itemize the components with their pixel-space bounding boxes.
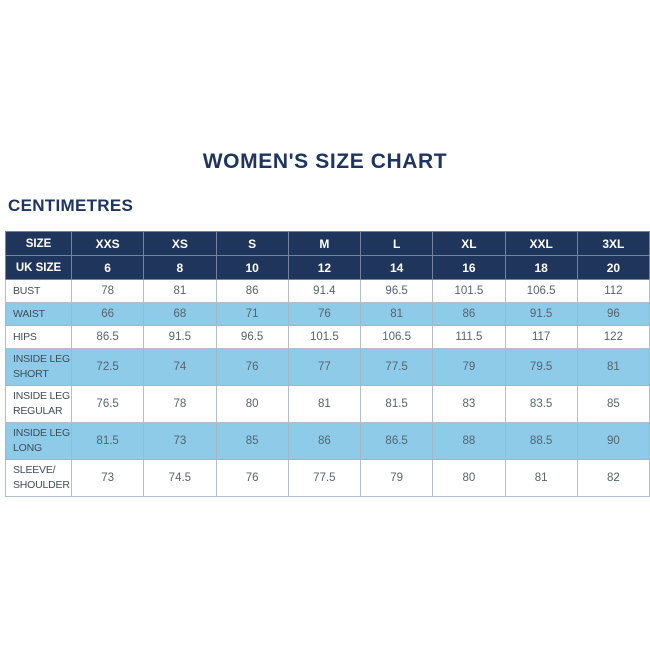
body-row-0-value-cell: 106.5 (504, 279, 578, 303)
body-row-0-value-cell: 78 (70, 279, 145, 303)
header-row-0-value-cell: 3XL (576, 231, 650, 256)
body-row-3-value-cell: 79 (432, 348, 506, 386)
header-row-1-value-cell: 14 (359, 255, 434, 280)
body-row-4-value-cell: 80 (215, 385, 289, 423)
body-row-1-value-cell: 71 (215, 302, 289, 326)
body-row-0-label-cell: BUST (5, 279, 72, 303)
body-row-6-value-cell: 74.5 (143, 459, 217, 497)
header-row-1-value-cell: 20 (576, 255, 650, 280)
size-chart-header: SIZE XXS XS S M L XL XXL 3XL UK SIZE 6 8 10 12 14 16 18 2… (5, 231, 650, 280)
body-row-0-value-cell: 96.5 (359, 279, 434, 303)
body-row-0-value-cell: 91.4 (287, 279, 362, 303)
table-row: INSIDE LEG REGULAR 76.5 78 80 81 81.5 83 83.5 85 (5, 385, 650, 423)
body-row-1-value-cell: 66 (70, 302, 145, 326)
header-row-1-value-cell: 16 (432, 255, 506, 280)
body-row-6-value-cell: 76 (215, 459, 289, 497)
size-chart-body: BUST 78 81 86 91.4 96.5 101.5 106.5 112 WAIST 66 68… (5, 279, 650, 497)
body-row-4-label-cell: INSIDE LEG REGULAR (5, 385, 72, 423)
body-row-4-value-cell: 83 (432, 385, 506, 423)
header-row-1-value-cell: 10 (215, 255, 289, 280)
body-row-1-value-cell: 76 (287, 302, 362, 326)
body-row-2-value-cell: 111.5 (432, 325, 506, 349)
body-row-6-value-cell: 81 (504, 459, 578, 497)
table-row: WAIST 66 68 71 76 81 86 91.5 96 (5, 302, 650, 326)
body-row-6-value-cell: 79 (359, 459, 434, 497)
body-row-6-label-cell: SLEEVE/ SHOULDER (5, 459, 72, 497)
page-title: WOMEN'S SIZE CHART (202, 150, 448, 173)
body-row-3-value-cell: 74 (143, 348, 217, 386)
body-row-2-value-cell: 101.5 (287, 325, 362, 349)
header-row-0-value-cell: M (287, 231, 362, 256)
size-chart-table: SIZE XXS XS S M L XL XXL 3XL UK SIZE 6 8 10 12 14 16 18 2… (5, 231, 650, 497)
body-row-3-value-cell: 77.5 (359, 348, 434, 386)
body-row-1-value-cell: 68 (143, 302, 217, 326)
body-row-5-value-cell: 86 (287, 422, 362, 460)
header-row-0-value-cell: S (215, 231, 289, 256)
body-row-5-value-cell: 88 (432, 422, 506, 460)
body-row-2-value-cell: 96.5 (215, 325, 289, 349)
body-row-2-label-cell: HIPS (5, 325, 72, 349)
body-row-3-value-cell: 72.5 (70, 348, 145, 386)
body-row-2-value-cell: 106.5 (359, 325, 434, 349)
body-row-5-value-cell: 86.5 (359, 422, 434, 460)
header-row-1-label-cell: UK SIZE (5, 255, 72, 280)
body-row-0-value-cell: 86 (215, 279, 289, 303)
body-row-4-value-cell: 78 (143, 385, 217, 423)
uk-size-header-row: UK SIZE 6 8 10 12 14 16 18 20 (5, 255, 650, 280)
size-header-row: SIZE XXS XS S M L XL XXL 3XL (5, 231, 650, 256)
body-row-2-value-cell: 91.5 (143, 325, 217, 349)
body-row-3-value-cell: 77 (287, 348, 362, 386)
body-row-6-value-cell: 80 (432, 459, 506, 497)
body-row-3-value-cell: 79.5 (504, 348, 578, 386)
body-row-1-value-cell: 91.5 (504, 302, 578, 326)
body-row-4-value-cell: 85 (576, 385, 650, 423)
body-row-4-value-cell: 83.5 (504, 385, 578, 423)
body-row-6-value-cell: 73 (70, 459, 145, 497)
units-label: CENTIMETRES (8, 196, 134, 215)
header-row-1-value-cell: 12 (287, 255, 362, 280)
body-row-5-value-cell: 90 (576, 422, 650, 460)
header-row-0-value-cell: XXL (504, 231, 578, 256)
body-row-0-value-cell: 112 (576, 279, 650, 303)
body-row-0-value-cell: 81 (143, 279, 217, 303)
body-row-6-value-cell: 82 (576, 459, 650, 497)
body-row-5-value-cell: 85 (215, 422, 289, 460)
header-row-0-value-cell: L (359, 231, 434, 256)
body-row-5-value-cell: 88.5 (504, 422, 578, 460)
body-row-5-value-cell: 73 (143, 422, 217, 460)
table-row: INSIDE LEG SHORT 72.5 74 76 77 77.5 79 79.5 81 (5, 348, 650, 386)
body-row-3-value-cell: 81 (576, 348, 650, 386)
header-row-1-value-cell: 8 (143, 255, 217, 280)
body-row-4-value-cell: 81.5 (359, 385, 434, 423)
header-row-0-value-cell: XXS (70, 231, 145, 256)
table-row: HIPS 86.5 91.5 96.5 101.5 106.5 111.5 117 122 (5, 325, 650, 349)
body-row-4-value-cell: 81 (287, 385, 362, 423)
body-row-1-label-cell: WAIST (5, 302, 72, 326)
header-row-0-value-cell: XS (143, 231, 217, 256)
header-row-0-label-cell: SIZE (5, 231, 72, 256)
header-row-1-value-cell: 6 (70, 255, 145, 280)
body-row-3-value-cell: 76 (215, 348, 289, 386)
header-row-0-value-cell: XL (432, 231, 506, 256)
body-row-1-value-cell: 86 (432, 302, 506, 326)
body-row-1-value-cell: 96 (576, 302, 650, 326)
body-row-4-value-cell: 76.5 (70, 385, 145, 423)
body-row-1-value-cell: 81 (359, 302, 434, 326)
body-row-2-value-cell: 86.5 (70, 325, 145, 349)
table-row: INSIDE LEG LONG 81.5 73 85 86 86.5 88 88.5 90 (5, 422, 650, 460)
body-row-2-value-cell: 117 (504, 325, 578, 349)
body-row-0-value-cell: 101.5 (432, 279, 506, 303)
body-row-5-label-cell: INSIDE LEG LONG (5, 422, 72, 460)
body-row-2-value-cell: 122 (576, 325, 650, 349)
body-row-5-value-cell: 81.5 (70, 422, 145, 460)
header-row-1-value-cell: 18 (504, 255, 578, 280)
body-row-3-label-cell: INSIDE LEG SHORT (5, 348, 72, 386)
table-row: BUST 78 81 86 91.4 96.5 101.5 106.5 112 (5, 279, 650, 303)
body-row-6-value-cell: 77.5 (287, 459, 362, 497)
table-row: SLEEVE/ SHOULDER 73 74.5 76 77.5 79 80 81 82 (5, 459, 650, 497)
